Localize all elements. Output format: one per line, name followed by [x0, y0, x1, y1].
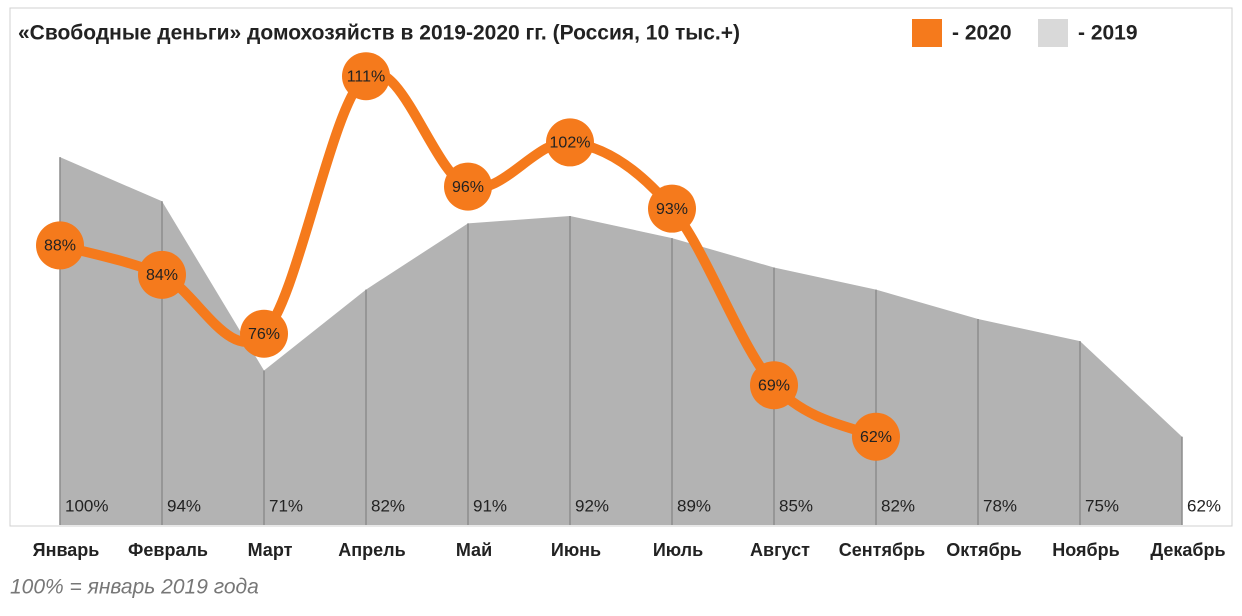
x-tick-label: Апрель	[338, 540, 405, 560]
area-value-label: 82%	[371, 496, 405, 515]
area-value-label: 71%	[269, 496, 303, 515]
point-label: 111%	[347, 68, 386, 85]
point	[36, 221, 84, 270]
point-label: 96%	[452, 179, 484, 196]
area-value-label: 78%	[983, 496, 1017, 515]
legend-label: - 2019	[1078, 22, 1138, 45]
point	[342, 52, 390, 101]
x-tick-label: Ноябрь	[1052, 540, 1119, 560]
x-tick-label: Декабрь	[1150, 540, 1225, 560]
point	[240, 309, 288, 358]
x-tick-label: Октябрь	[946, 540, 1022, 560]
area-value-label: 85%	[779, 496, 813, 515]
area-value-label: 94%	[167, 496, 201, 515]
point	[750, 361, 798, 410]
point-label: 102%	[550, 135, 591, 152]
point	[138, 250, 186, 299]
x-tick-label: Июнь	[551, 540, 601, 560]
area	[60, 157, 1182, 525]
area-value-label: 91%	[473, 496, 507, 515]
point-label: 69%	[758, 377, 790, 394]
footnote: 100% = январь 2019 года	[10, 576, 259, 599]
x-tick-label: Февраль	[128, 540, 208, 560]
point-label: 62%	[860, 429, 892, 446]
chart-title: «Свободные деньги» домохозяйств в 2019-2…	[18, 22, 740, 45]
x-tick-label: Сентябрь	[839, 540, 925, 560]
area-value-label: 82%	[881, 496, 915, 515]
point-label: 93%	[656, 201, 688, 218]
x-tick-label: Январь	[33, 540, 100, 560]
point-label: 76%	[248, 326, 280, 343]
x-tick-label: Май	[456, 540, 492, 560]
x-tick-label: Июль	[653, 540, 703, 560]
point	[546, 118, 594, 167]
area-value-label: 100%	[65, 496, 108, 515]
point	[852, 412, 900, 461]
x-tick-label: Август	[750, 540, 810, 560]
line-layer: 88% 84% 76% 111% 96% 102% 93% 69% 62%	[36, 52, 900, 461]
legend-swatch	[912, 19, 942, 47]
x-tick-label: Март	[248, 540, 293, 560]
area-value-label: 75%	[1085, 496, 1119, 515]
area-value-label: 62%	[1187, 496, 1221, 515]
legend-swatch	[1038, 19, 1068, 47]
legend-label: - 2020	[952, 22, 1012, 45]
point	[648, 184, 696, 233]
point	[444, 162, 492, 211]
area-value-label: 92%	[575, 496, 609, 515]
point-label: 84%	[146, 267, 178, 284]
point-label: 88%	[44, 238, 76, 255]
area-value-label: 89%	[677, 496, 711, 515]
